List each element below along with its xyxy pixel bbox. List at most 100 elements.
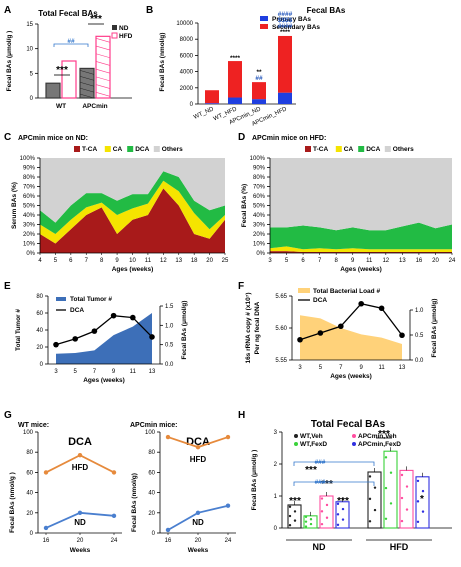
point-dca bbox=[149, 334, 155, 340]
point bbox=[304, 515, 308, 519]
x-tick-label: 11 bbox=[378, 365, 385, 371]
significance-label: *** bbox=[305, 465, 317, 476]
area-ca bbox=[40, 180, 225, 244]
legend-swatch bbox=[305, 146, 311, 152]
y-tick-label: 20 bbox=[26, 511, 33, 517]
x-tick-label: 7 bbox=[318, 258, 322, 264]
y-tick-label: 10% bbox=[253, 242, 266, 248]
y2-axis-title: Fecal BAs (μmol/g) bbox=[181, 301, 188, 360]
x-tick-label: 9 bbox=[351, 258, 355, 264]
point bbox=[384, 456, 388, 459]
panel-label-g: G bbox=[4, 410, 12, 421]
legend-label: Secondary BAs bbox=[272, 24, 320, 31]
x-tick-label: 5 bbox=[285, 258, 289, 264]
y-tick-label: 80 bbox=[36, 294, 43, 300]
x-tick-label: 20 bbox=[77, 538, 84, 544]
x-tick-label: 11 bbox=[130, 369, 137, 375]
panel-h-chart: Total Fecal BAs Fecal BAs (μmol/g ) 0 1 2 3 ND… bbox=[251, 419, 452, 552]
panel-label-f: F bbox=[238, 281, 244, 292]
point-hfd bbox=[111, 470, 117, 475]
point-dca bbox=[338, 323, 344, 330]
x-tick-label: 16 bbox=[43, 538, 50, 544]
legend-swatch bbox=[260, 24, 268, 29]
x-tick-label: 8 bbox=[100, 258, 104, 264]
point bbox=[320, 522, 324, 526]
y-tick-label: 80% bbox=[253, 175, 266, 181]
x-tick-label: 24 bbox=[449, 258, 456, 264]
legend-label: WT,FexD bbox=[300, 441, 327, 448]
y-tick-label: 0 bbox=[190, 102, 194, 108]
sig-bracket bbox=[293, 481, 375, 486]
significance-label: *** bbox=[337, 496, 349, 507]
significance-label: ** bbox=[256, 69, 262, 76]
y-tick-label: 1 bbox=[274, 494, 278, 500]
x-tick-label: 20 bbox=[195, 538, 202, 544]
y-tick-label: 5.55 bbox=[275, 358, 287, 364]
legend-swatch bbox=[56, 297, 66, 301]
point bbox=[320, 497, 324, 500]
y-tick-label: 40% bbox=[23, 213, 36, 219]
point bbox=[400, 496, 404, 500]
point bbox=[336, 513, 340, 516]
area-others bbox=[40, 158, 225, 223]
legend-marker bbox=[294, 442, 298, 446]
legend-swatch bbox=[260, 16, 268, 21]
x-tick-label: 13 bbox=[175, 258, 182, 264]
y-tick-label: 50% bbox=[23, 204, 36, 210]
point-dca bbox=[110, 312, 117, 319]
point bbox=[416, 520, 420, 524]
legend-label: WT,Veh bbox=[300, 433, 323, 440]
panel-f-chart: 16s rRNA copy # (x10⁷) Per ng fecal DNA 5.… bbox=[245, 288, 438, 380]
point bbox=[384, 486, 388, 490]
significance-label: ### bbox=[315, 459, 326, 466]
y-tick-label: 0.5 bbox=[165, 343, 174, 349]
x-axis-title: Ages (weeks) bbox=[330, 373, 372, 380]
y-tick-label: 8000 bbox=[180, 37, 194, 43]
series-label: HFD bbox=[190, 455, 207, 464]
point bbox=[325, 503, 329, 507]
point bbox=[293, 510, 297, 513]
x-tick-label: 8 bbox=[335, 258, 339, 264]
point bbox=[304, 520, 308, 523]
panel-label-h: H bbox=[238, 410, 245, 421]
sig-bracket bbox=[53, 43, 89, 47]
x-tick-label: WT bbox=[56, 103, 66, 110]
point-nd bbox=[43, 525, 49, 531]
significance-label: *** bbox=[56, 65, 68, 76]
legend-label: ND bbox=[119, 25, 129, 32]
panel-label-d: D bbox=[238, 132, 245, 143]
group-label: HFD bbox=[390, 542, 409, 552]
point bbox=[384, 517, 388, 520]
point bbox=[288, 514, 292, 518]
y-tick-label: 100% bbox=[250, 156, 266, 162]
point bbox=[405, 485, 409, 488]
legend-label: Total Tumor # bbox=[70, 296, 112, 303]
panel-d-chart: APCmin mice on HFD: Fecal BAs (%) 0% 10% 20%… bbox=[241, 135, 456, 273]
bar bbox=[278, 35, 292, 93]
panel-b-chart: Fecal BAs Fecal BAs (nmol/g) 0 2000 4000 6000… bbox=[159, 6, 346, 128]
group-label: ND bbox=[313, 542, 326, 552]
y-axis-title: Fecal BAs (nmol/g) bbox=[131, 473, 138, 532]
point-nd bbox=[195, 510, 201, 515]
y-tick-label: 0 bbox=[40, 362, 44, 368]
bar bbox=[79, 67, 95, 99]
point bbox=[325, 516, 329, 519]
legend-label: HFD bbox=[119, 33, 133, 40]
y-tick-label: 40 bbox=[36, 328, 43, 334]
area-bacterial-load bbox=[300, 315, 402, 360]
point bbox=[421, 510, 425, 513]
legend-swatch bbox=[74, 146, 80, 152]
legend-label: APCmin,FexD bbox=[358, 441, 401, 448]
x-tick-label: 13 bbox=[399, 258, 406, 264]
x-tick-label: 7 bbox=[85, 258, 89, 264]
legend-label: Primary BAs bbox=[272, 16, 311, 23]
point bbox=[400, 519, 404, 523]
hatch bbox=[95, 76, 111, 82]
y-tick-label: 0.5 bbox=[415, 333, 424, 339]
panel-c-chart: APCmin mice on ND: Serum BAs (%) 0% 10% 20% 3… bbox=[11, 135, 229, 273]
legend-marker bbox=[294, 434, 298, 438]
y-tick-label: 0 bbox=[274, 526, 278, 532]
y-tick-label: 5.65 bbox=[275, 294, 287, 300]
y-tick-label: 5 bbox=[30, 71, 34, 77]
series-label: ND bbox=[192, 518, 204, 527]
